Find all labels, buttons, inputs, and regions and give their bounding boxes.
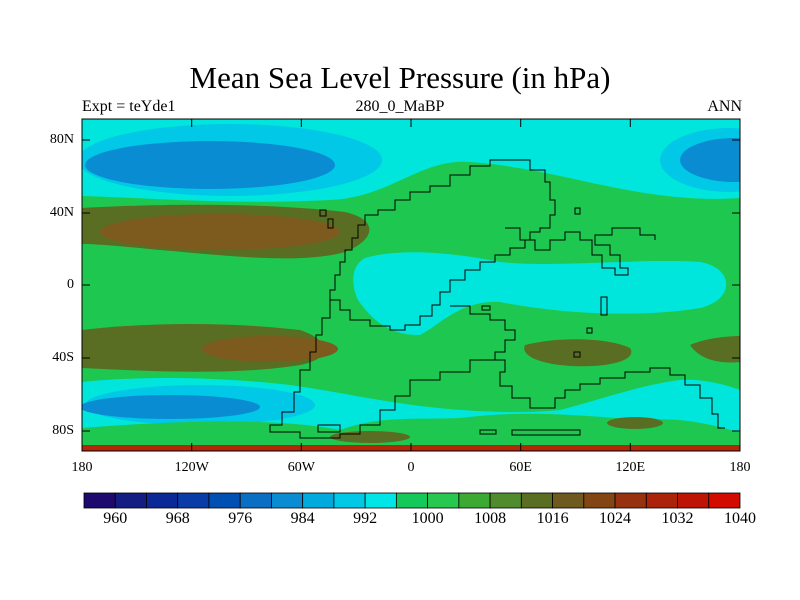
colorbar-swatch [364,492,397,509]
colorbar-swatch [239,492,272,509]
pressure-band-984-north-east [680,138,740,182]
colorbar-swatch [583,492,616,509]
colorbar-swatch [552,492,585,509]
colorbar-label: 960 [103,510,128,527]
colorbar-label: 1032 [661,510,694,527]
x-axis-label: 0 [407,460,415,475]
coastline [269,159,725,439]
colorbar-label: 976 [228,510,253,527]
colorbar-label: 1024 [599,510,632,527]
pressure-band-1016-south-central [524,339,632,367]
time-period-label: 280_0_MaBP [355,98,445,115]
colorbar-swatch [614,492,647,509]
colorbar-swatch [83,492,116,509]
y-axis-label: 80S [52,423,74,438]
x-axis-label: 60W [287,460,315,475]
x-axis-label: 60E [509,460,532,475]
colorbar-swatch [208,492,241,509]
pressure-band-1000-equator [353,252,727,336]
colorbar-swatch [114,492,147,509]
season-label: ANN [707,98,742,115]
colorbar-swatch [333,492,366,509]
pressure-band-1016-antarctic-east [607,417,663,429]
y-axis-label: 0 [67,277,74,292]
colorbar-swatch [677,492,710,509]
x-axis-label: 120E [615,460,646,475]
colorbar-swatch [520,492,553,509]
y-axis-label: 40N [49,205,74,220]
x-axis-label: 180 [729,460,751,475]
colorbar-swatch [302,492,335,509]
axis-ticks [81,119,741,451]
y-axis-label: 40S [52,350,74,365]
colorbar-swatch [395,492,429,509]
pressure-band-1016-antarctic [330,431,410,443]
colorbar-swatch [271,492,304,509]
colorbar-swatch [645,492,678,509]
colorbar-label: 968 [165,510,190,527]
x-axis-label: 120W [174,460,209,475]
colorbar-swatch [146,492,179,509]
colorbar-label: 1008 [474,510,507,527]
colorbar [83,492,741,509]
pressure-band-1024-south-west [202,336,338,362]
colorbar-swatch [427,492,460,509]
map-title: Mean Sea Level Pressure (in hPa) [189,60,611,95]
colorbar-label: 1016 [536,510,569,527]
pressure-band-1024-north [100,214,340,250]
pressure-band-antarctic-coast [82,413,740,451]
colorbar-swatch [458,492,491,509]
y-axis-label: 80N [49,132,74,147]
colorbar-swatch [177,492,210,509]
pressure-field [82,119,740,451]
pressure-band-1016-south-east [690,336,740,363]
colorbar-label: 1000 [411,510,444,527]
experiment-label: Expt = teYde1 [82,98,176,115]
colorbar-label: 1040 [724,510,756,527]
colorbar-swatch [489,492,522,509]
colorbar-label: 984 [290,510,315,527]
pressure-band-984-south [82,395,260,419]
x-axis-label: 180 [71,460,93,475]
pressure-band-984-north-west [85,141,335,189]
colorbar-label: 992 [353,510,378,527]
colorbar-swatch [708,492,741,509]
